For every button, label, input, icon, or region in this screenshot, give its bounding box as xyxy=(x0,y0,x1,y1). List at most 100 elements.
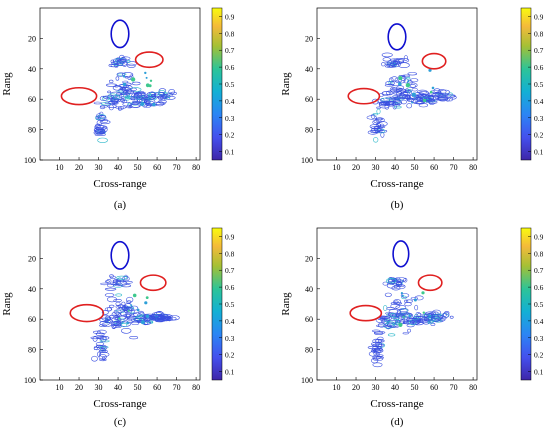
strong-scatterer xyxy=(152,102,156,107)
contour-blob xyxy=(379,123,385,128)
contour-blob xyxy=(149,320,154,324)
x-tick-label: 40 xyxy=(114,163,122,172)
contour-blob xyxy=(115,293,123,297)
colorbar-tick-label: 0.6 xyxy=(225,283,235,292)
colorbar-tick-label: 0.2 xyxy=(534,131,544,140)
contour-blob xyxy=(406,323,415,328)
contour-blob xyxy=(422,320,430,325)
contour-blob xyxy=(146,92,157,98)
contour-blob xyxy=(129,336,139,340)
contour-blob xyxy=(132,101,139,106)
red-highlight-ellipse xyxy=(60,86,98,106)
contour-blob xyxy=(390,76,399,82)
x-tick-label: 10 xyxy=(333,163,341,172)
contour-blob xyxy=(152,312,163,316)
x-axis-label: Cross-range xyxy=(370,178,423,190)
contour-blob xyxy=(99,95,108,101)
contour-blob xyxy=(127,63,136,68)
contour-blob xyxy=(107,307,112,312)
contour-blob xyxy=(149,315,156,320)
contour-blob xyxy=(395,304,407,310)
strong-scatterer xyxy=(411,101,414,104)
strong-scatterer xyxy=(140,101,145,107)
contour-blob xyxy=(113,94,121,100)
colorbar-tick-label: 0.8 xyxy=(225,29,235,38)
contour-blob xyxy=(151,94,157,99)
contour-blob xyxy=(440,316,447,320)
contour-blob xyxy=(118,106,122,111)
x-axis-ticks: 10 20 30 40 50 60 70 80 xyxy=(56,377,200,392)
x-tick-label: 60 xyxy=(153,163,161,172)
strong-scatterer xyxy=(402,315,405,318)
contour-blob xyxy=(117,315,128,322)
contour-blob xyxy=(99,358,107,362)
colorbar-tick-label: 0.1 xyxy=(225,148,235,157)
x-tick-label: 40 xyxy=(391,383,399,392)
contour-blob xyxy=(376,106,381,110)
contour-blob xyxy=(94,124,101,129)
x-tick-label: 20 xyxy=(352,383,360,392)
contour-blob xyxy=(108,304,115,308)
contour-blob xyxy=(102,335,107,340)
plot-frame xyxy=(39,7,201,161)
contour-blob xyxy=(404,88,410,93)
contour-blob xyxy=(155,317,163,321)
contour-blob xyxy=(400,99,407,105)
contour-blob xyxy=(93,130,106,135)
x-axis-ticks: 10 20 30 40 50 60 70 80 xyxy=(56,157,200,172)
colorbar-tick-label: 0.8 xyxy=(225,249,235,258)
colorbar-tick-label: 0.9 xyxy=(225,232,235,241)
strong-scatterer xyxy=(413,298,417,302)
x-tick-label: 20 xyxy=(352,163,360,172)
contour-blob xyxy=(411,317,422,322)
contour-blob xyxy=(110,275,116,280)
colorbar-tick-label: 0.6 xyxy=(534,283,544,292)
contour-blob xyxy=(120,323,128,328)
red-highlight-ellipse xyxy=(421,52,447,70)
blue-highlight-ellipse xyxy=(110,240,130,270)
contour-blob xyxy=(414,304,419,311)
contour-blob xyxy=(110,97,116,103)
strong-scatterer xyxy=(145,296,149,299)
panel-d: 10 20 30 40 50 60 70 80 20 40 60 80 100 Cross-range… xyxy=(280,227,544,428)
y-tick-label: 100 xyxy=(301,376,313,385)
contour-blob xyxy=(116,72,126,77)
contour-blob xyxy=(437,89,447,94)
y-tick-label: 60 xyxy=(28,95,36,104)
contour-blob xyxy=(96,120,103,126)
colorbar-tick-label: 0.1 xyxy=(534,368,544,377)
plot-frame xyxy=(316,7,478,161)
strong-scatterer xyxy=(130,77,136,82)
contour-blob xyxy=(99,349,107,353)
y-axis-label: Rang xyxy=(1,72,13,96)
contour-blob xyxy=(393,284,406,290)
contour-blob xyxy=(393,59,405,64)
contour-blob xyxy=(372,338,382,344)
y-tick-label: 100 xyxy=(24,376,36,385)
strong-scatterer xyxy=(398,76,403,81)
contour-blob xyxy=(121,301,126,306)
contour-blob xyxy=(418,103,429,108)
strong-scatterer xyxy=(411,92,416,97)
strong-scatterer xyxy=(422,311,425,314)
contour-blob xyxy=(99,339,110,343)
contour-blob xyxy=(386,321,395,326)
contour-blob xyxy=(99,317,109,323)
colorbar-tick-label: 0.6 xyxy=(534,63,544,72)
contour-blob xyxy=(406,76,411,80)
x-tick-label: 60 xyxy=(430,163,438,172)
y-axis-label: Rang xyxy=(280,292,292,316)
contour-blob xyxy=(130,313,139,317)
colorbar-ticks: 0.1 0.2 0.3 0.4 0.5 0.6 0.7 0.8 0.9 xyxy=(528,12,544,157)
colorbar-tick-label: 0.4 xyxy=(225,97,235,106)
contour-blob xyxy=(394,100,402,106)
red-highlight-ellipse xyxy=(134,51,164,69)
contour-blob xyxy=(90,336,101,340)
strong-scatterer xyxy=(126,321,130,325)
strong-scatterer xyxy=(127,309,130,312)
strong-scatterer xyxy=(421,291,425,295)
contour-blob xyxy=(367,130,379,135)
contour-blob xyxy=(106,278,112,284)
contour-blob xyxy=(373,348,384,353)
strong-scatterer xyxy=(408,314,412,318)
